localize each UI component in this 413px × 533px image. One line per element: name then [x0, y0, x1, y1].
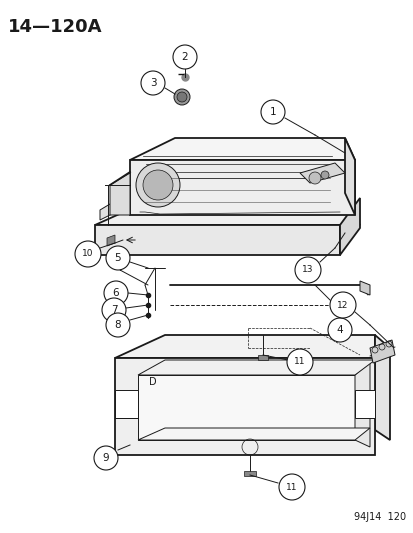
Circle shape	[136, 163, 180, 207]
Text: D: D	[149, 377, 157, 387]
Circle shape	[173, 89, 190, 105]
Polygon shape	[115, 390, 138, 418]
Polygon shape	[257, 355, 267, 360]
Circle shape	[329, 292, 355, 318]
Text: 8: 8	[114, 320, 121, 330]
Circle shape	[141, 71, 165, 95]
Text: 1: 1	[269, 107, 275, 117]
Circle shape	[278, 474, 304, 500]
Text: 10: 10	[82, 249, 93, 259]
Polygon shape	[369, 340, 394, 363]
Circle shape	[286, 349, 312, 375]
Circle shape	[104, 281, 128, 305]
Text: 13: 13	[301, 265, 313, 274]
Circle shape	[106, 313, 130, 337]
Polygon shape	[138, 375, 354, 440]
Polygon shape	[299, 163, 344, 183]
Text: 11: 11	[294, 358, 305, 367]
Text: 5: 5	[114, 253, 121, 263]
Circle shape	[308, 172, 320, 184]
Circle shape	[177, 92, 187, 102]
Circle shape	[94, 446, 118, 470]
Polygon shape	[344, 138, 354, 215]
Polygon shape	[243, 471, 255, 476]
Polygon shape	[354, 390, 374, 418]
Polygon shape	[130, 138, 354, 160]
Polygon shape	[107, 235, 115, 246]
Circle shape	[142, 170, 173, 200]
Circle shape	[75, 241, 101, 267]
Polygon shape	[110, 173, 130, 215]
Text: 4: 4	[336, 325, 342, 335]
Polygon shape	[130, 160, 354, 215]
Text: 12: 12	[337, 301, 348, 310]
Polygon shape	[354, 362, 369, 447]
Polygon shape	[138, 428, 369, 440]
Polygon shape	[95, 225, 339, 255]
Circle shape	[327, 318, 351, 342]
Polygon shape	[138, 360, 374, 375]
Circle shape	[173, 45, 197, 69]
Polygon shape	[100, 198, 120, 220]
Polygon shape	[339, 198, 359, 255]
Text: 9: 9	[102, 453, 109, 463]
Text: 2: 2	[181, 52, 188, 62]
Circle shape	[106, 246, 130, 270]
Polygon shape	[95, 198, 359, 225]
Circle shape	[294, 257, 320, 283]
Text: 11: 11	[285, 482, 297, 491]
Circle shape	[102, 298, 126, 322]
Text: 14—120A: 14—120A	[8, 18, 102, 36]
Circle shape	[320, 171, 328, 179]
Text: 3: 3	[150, 78, 156, 88]
Circle shape	[260, 100, 284, 124]
Text: 7: 7	[110, 305, 117, 315]
Text: 94J14  120: 94J14 120	[353, 512, 405, 522]
Polygon shape	[115, 335, 374, 358]
Text: 6: 6	[112, 288, 119, 298]
Polygon shape	[374, 335, 389, 440]
Polygon shape	[359, 281, 369, 295]
Polygon shape	[115, 358, 374, 455]
